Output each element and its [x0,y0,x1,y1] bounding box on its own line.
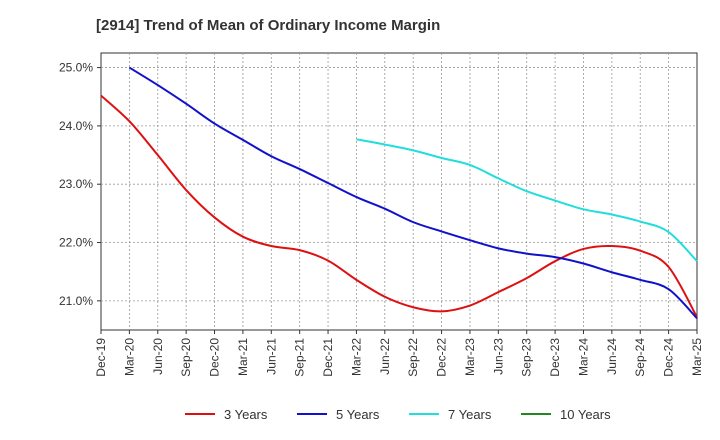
legend-label-3-years: 3 Years [224,407,268,422]
x-tick-label: Sep-23 [520,338,534,377]
legend-label-5-years: 5 Years [336,407,380,422]
legend: 3 Years 5 Years 7 Years 10 Years [185,407,611,422]
x-tick-label: Jun-24 [605,338,619,375]
series-line-7-years [356,138,698,262]
legend-label-7-years: 7 Years [448,407,492,422]
grid-lines [101,53,697,330]
x-tick-label: Mar-23 [463,338,477,376]
x-tick-label: Dec-22 [435,338,449,377]
y-axis: 21.0% 22.0% 23.0% 24.0% 25.0% [59,61,101,308]
x-tick-label: Mar-20 [122,338,136,376]
series-line-3-years [100,94,698,318]
x-tick-label: Mar-21 [236,338,250,376]
y-tick-label: 21.0% [59,294,93,308]
x-tick-label: Mar-25 [690,338,704,376]
x-tick-label: Dec-23 [548,338,562,377]
x-tick-label: Dec-20 [208,338,222,377]
y-tick-label: 23.0% [59,177,93,191]
x-tick-label: Jun-22 [378,338,392,375]
chart-title: [2914] Trend of Mean of Ordinary Income … [96,17,440,34]
plot-area [100,52,698,331]
x-tick-label: Jun-23 [491,338,505,375]
x-tick-label: Sep-22 [406,338,420,377]
x-tick-label: Mar-24 [576,338,590,376]
plot-frame [100,52,698,331]
x-tick-label: Dec-19 [94,338,108,377]
x-tick-label: Sep-20 [179,338,193,377]
x-tick-label: Jun-21 [264,338,278,375]
y-tick-label: 24.0% [59,119,93,133]
x-tick-label: Mar-22 [349,338,363,376]
y-tick-label: 25.0% [59,61,93,75]
x-tick-label: Sep-24 [633,338,647,377]
series-lines [100,66,698,320]
x-tick-label: Sep-21 [293,338,307,377]
series-line-5-years [128,66,698,320]
x-axis: Dec-19 Mar-20 Jun-20 Sep-20 Dec-20 Mar-21 Jun-… [94,330,704,377]
legend-label-10-years: 10 Years [560,407,611,422]
y-tick-label: 22.0% [59,236,93,250]
x-tick-label: Jun-20 [151,338,165,375]
x-tick-label: Dec-21 [321,338,335,377]
x-tick-label: Dec-24 [662,338,676,377]
